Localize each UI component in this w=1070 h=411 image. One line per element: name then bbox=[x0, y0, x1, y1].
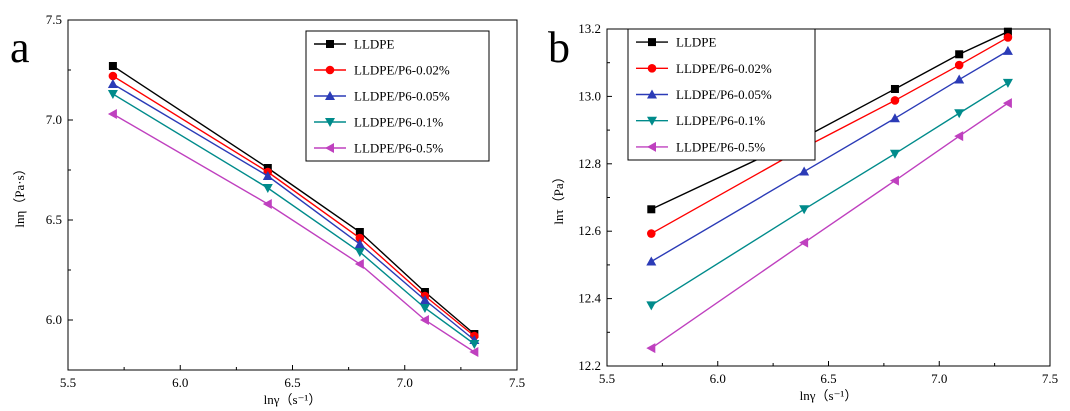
y-tick-label: 12.6 bbox=[578, 223, 601, 238]
y-axis-title: lnτ（Pa） bbox=[551, 170, 566, 224]
data-point bbox=[262, 184, 273, 193]
legend-marker bbox=[647, 141, 656, 152]
x-tick-label: 5.5 bbox=[599, 371, 615, 386]
data-point bbox=[262, 199, 272, 209]
x-axis-title: lnγ（s⁻¹） bbox=[264, 392, 322, 407]
x-tick-label: 7.5 bbox=[509, 375, 525, 390]
y-tick-label: 13.2 bbox=[578, 21, 601, 36]
data-point bbox=[890, 84, 899, 93]
legend-marker bbox=[326, 40, 334, 48]
legend-label: LLDPE/P6-0.1% bbox=[354, 115, 443, 130]
data-point bbox=[354, 259, 364, 269]
legend-label: LLDPE/P6-0.5% bbox=[354, 141, 443, 156]
x-tick-label: 7.5 bbox=[1042, 371, 1058, 386]
data-point bbox=[355, 228, 364, 236]
series-3 bbox=[107, 79, 480, 344]
x-axis-title: lnγ（s⁻¹） bbox=[800, 388, 858, 403]
data-point bbox=[419, 304, 430, 313]
data-point bbox=[1002, 78, 1013, 88]
y-tick-label: 12.8 bbox=[578, 156, 601, 171]
legend-marker bbox=[325, 91, 335, 100]
y-tick-label: 12.4 bbox=[578, 291, 601, 306]
legend-label: LLDPE/P6-0.05% bbox=[354, 89, 450, 104]
data-point bbox=[108, 71, 118, 81]
x-tick-label: 6.0 bbox=[172, 375, 188, 390]
data-point bbox=[107, 90, 118, 99]
legend-marker bbox=[647, 64, 657, 73]
data-point bbox=[107, 109, 117, 119]
y-tick-label: 13.0 bbox=[578, 88, 601, 103]
legend: LLDPE LLDPE/P6-0.02% LLDPE/P6-0.05% LLDPE/P… bbox=[305, 30, 490, 162]
data-point bbox=[419, 315, 429, 325]
chart-panel-b: 5.5 6.0 6.5 7.0 7.5 12.2 12.4 12.6 12.8 13.0 13.2 l… bbox=[548, 21, 1058, 403]
legend-label: LLDPE/P6-0.5% bbox=[676, 139, 765, 154]
legend-marker bbox=[647, 89, 657, 99]
series-5 bbox=[646, 98, 1012, 354]
data-point bbox=[646, 343, 656, 354]
panel-letter: b bbox=[548, 23, 570, 72]
data-point bbox=[954, 60, 964, 70]
y-tick-label: 12.2 bbox=[578, 358, 601, 373]
y-tick-label: 7.0 bbox=[46, 112, 62, 127]
data-point bbox=[355, 233, 365, 243]
series-3 bbox=[646, 45, 1013, 266]
data-point bbox=[647, 205, 656, 214]
legend-marker bbox=[325, 118, 335, 127]
legend-label: LLDPE/P6-0.02% bbox=[354, 63, 450, 78]
legend-label: LLDPE/P6-0.1% bbox=[676, 113, 765, 128]
legend-label: LLDPE bbox=[354, 37, 395, 52]
data-point bbox=[1003, 33, 1013, 42]
data-point bbox=[419, 295, 430, 304]
data-point bbox=[646, 256, 657, 266]
data-point bbox=[954, 131, 964, 142]
legend: LLDPE LLDPE/P6-0.02% LLDPE/P6-0.05% LLDPE/P… bbox=[627, 28, 816, 161]
y-axis-title: lnη（Pa·s） bbox=[12, 162, 27, 227]
data-point bbox=[889, 175, 899, 186]
y-tick-label: 6.5 bbox=[46, 212, 62, 227]
data-point bbox=[890, 96, 900, 105]
data-point bbox=[647, 229, 656, 238]
chart-panel-a: 5.5 6.0 6.5 7.0 7.5 6.0 6.5 7.0 7.5 lnγ（s⁻¹） lnη（P… bbox=[10, 12, 525, 407]
panel-letter: a bbox=[10, 23, 30, 72]
data-point bbox=[354, 248, 365, 257]
legend-label: LLDPE/P6-0.05% bbox=[676, 87, 772, 102]
data-point bbox=[469, 347, 479, 357]
data-point bbox=[262, 171, 273, 180]
x-tick-label: 6.0 bbox=[710, 371, 726, 386]
legend-label: LLDPE bbox=[676, 35, 717, 50]
data-point bbox=[799, 166, 810, 176]
data-point bbox=[954, 109, 965, 119]
data-point bbox=[955, 50, 964, 59]
data-point bbox=[954, 74, 965, 84]
x-tick-label: 7.0 bbox=[397, 375, 413, 390]
y-tick-label: 7.5 bbox=[46, 12, 62, 27]
legend-marker bbox=[325, 65, 335, 75]
data-point bbox=[1003, 27, 1012, 36]
x-tick-label: 5.5 bbox=[60, 375, 76, 390]
legend-marker bbox=[647, 116, 657, 126]
data-point bbox=[889, 113, 900, 123]
data-point bbox=[799, 205, 810, 215]
x-tick-label: 6.5 bbox=[820, 371, 836, 386]
series-4 bbox=[646, 78, 1013, 311]
data-point bbox=[646, 301, 657, 311]
data-point bbox=[1002, 98, 1012, 109]
data-point bbox=[799, 237, 809, 248]
series-5 bbox=[107, 109, 479, 357]
x-tick-label: 7.0 bbox=[931, 371, 947, 386]
data-point bbox=[889, 149, 900, 159]
y-tick-label: 6.0 bbox=[46, 312, 62, 327]
data-point bbox=[1002, 45, 1013, 55]
data-point bbox=[107, 79, 118, 88]
legend-label: LLDPE/P6-0.02% bbox=[676, 61, 772, 76]
legend-marker bbox=[325, 143, 334, 153]
x-tick-label: 6.5 bbox=[284, 375, 300, 390]
data-point bbox=[108, 62, 117, 70]
series-4 bbox=[107, 90, 480, 349]
data-point bbox=[354, 239, 365, 248]
data-point bbox=[469, 340, 480, 349]
legend-marker bbox=[648, 38, 656, 47]
